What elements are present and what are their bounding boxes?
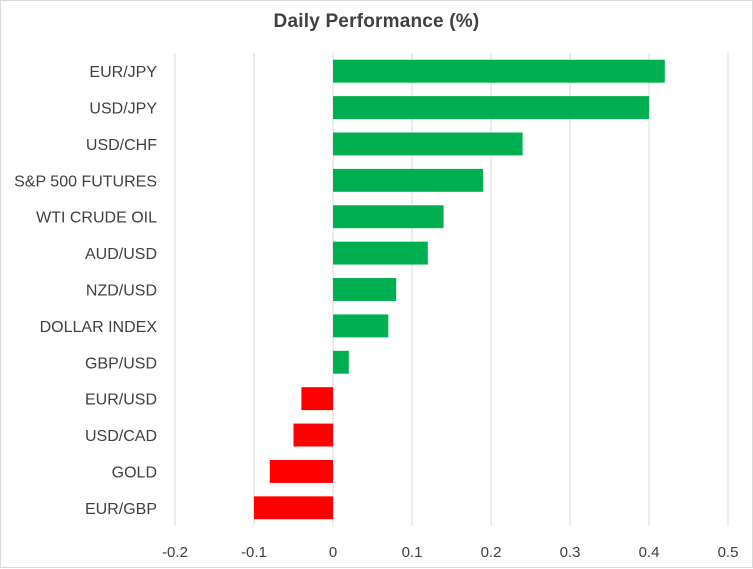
category-label: WTI CRUDE OIL <box>36 210 157 227</box>
category-label: EUR/USD <box>85 392 157 409</box>
bar <box>333 168 484 192</box>
bar <box>293 423 333 447</box>
bars <box>254 59 665 520</box>
category-label: GOLD <box>112 464 157 481</box>
category-label: NZD/USD <box>86 283 157 300</box>
bar <box>333 241 428 265</box>
x-tick-label: 0.2 <box>481 544 502 561</box>
bar <box>333 205 444 229</box>
x-tick-label: 0.1 <box>402 544 423 561</box>
chart-title: Daily Performance (%) <box>273 11 480 32</box>
gridlines <box>174 53 729 526</box>
x-tick-labels: -0.2 -0.1 0 0.1 0.2 0.3 0.4 0.5 <box>162 544 738 561</box>
x-tick-label: 0.5 <box>718 544 739 561</box>
bar <box>254 496 333 520</box>
bar <box>333 59 665 83</box>
bar <box>333 278 397 301</box>
category-label: USD/CHF <box>86 137 157 154</box>
category-labels: EUR/JPY USD/JPY USD/CHF S&P 500 FUTURES WTI … <box>14 64 157 518</box>
bar <box>301 387 333 411</box>
category-label: AUD/USD <box>85 246 157 263</box>
bar <box>333 314 389 338</box>
x-tick-label: 0.3 <box>560 544 581 561</box>
bar <box>333 132 523 156</box>
category-label: USD/JPY <box>89 101 157 118</box>
x-tick-label: 0 <box>329 544 337 561</box>
category-label: S&P 500 FUTURES <box>14 173 157 190</box>
category-label: EUR/JPY <box>89 64 157 81</box>
category-label: GBP/USD <box>85 355 157 372</box>
x-tick-label: -0.2 <box>162 544 188 561</box>
category-label: EUR/GBP <box>85 501 157 518</box>
bar <box>333 96 649 120</box>
category-label: DOLLAR INDEX <box>40 319 158 336</box>
x-tick-label: -0.1 <box>241 544 267 561</box>
category-label: USD/CAD <box>85 428 157 445</box>
bar <box>269 459 333 483</box>
bar <box>333 350 349 374</box>
x-tick-label: 0.4 <box>639 544 660 561</box>
